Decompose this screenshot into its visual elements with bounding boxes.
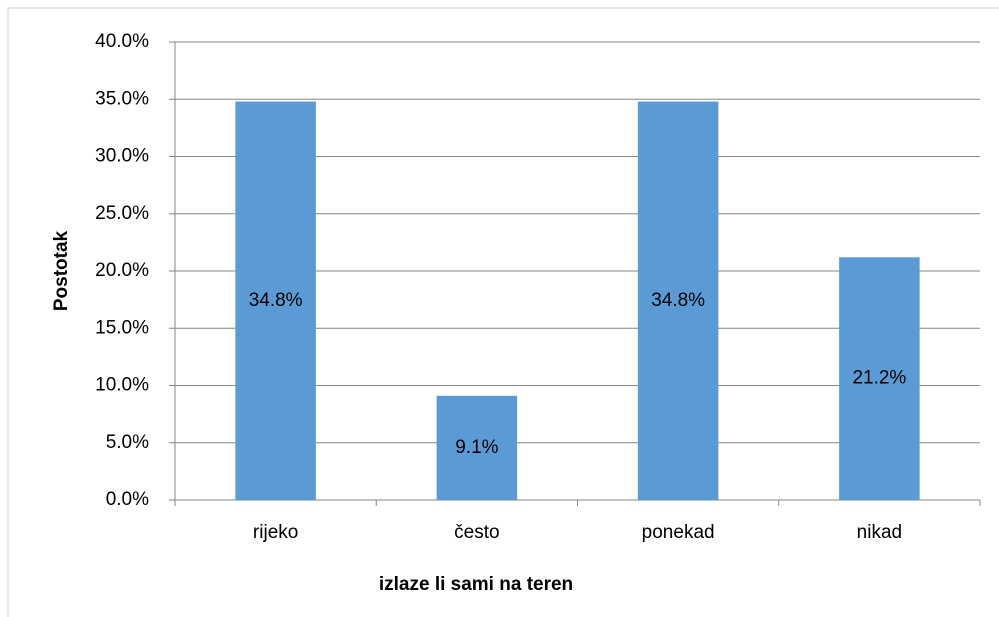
y-axis-label: Postotak bbox=[51, 230, 72, 311]
x-tick-label: ponekad bbox=[642, 522, 715, 543]
y-tick-label: 20.0% bbox=[95, 260, 149, 281]
y-tick-label: 15.0% bbox=[95, 317, 149, 338]
bar bbox=[839, 257, 920, 500]
y-tick-label: 30.0% bbox=[95, 146, 149, 167]
x-tick-label: često bbox=[454, 522, 499, 543]
data-label: 34.8% bbox=[249, 290, 303, 311]
y-tick-label: 0.0% bbox=[106, 489, 149, 510]
data-label: 34.8% bbox=[651, 290, 705, 311]
y-tick-label: 10.0% bbox=[95, 375, 149, 396]
x-axis-label: izlaze li sami na teren bbox=[379, 574, 573, 595]
data-label: 9.1% bbox=[455, 437, 498, 458]
y-tick-label: 5.0% bbox=[106, 432, 149, 453]
y-tick-label: 25.0% bbox=[95, 203, 149, 224]
y-tick-label: 40.0% bbox=[95, 31, 149, 52]
chart-frame bbox=[7, 7, 999, 617]
x-tick-label: rijeko bbox=[253, 522, 298, 543]
y-tick-label: 35.0% bbox=[95, 88, 149, 109]
bar bbox=[235, 101, 316, 500]
bar bbox=[436, 395, 518, 500]
data-label: 21.2% bbox=[852, 368, 906, 389]
x-tick-label: nikad bbox=[857, 522, 902, 543]
bar bbox=[637, 101, 719, 500]
